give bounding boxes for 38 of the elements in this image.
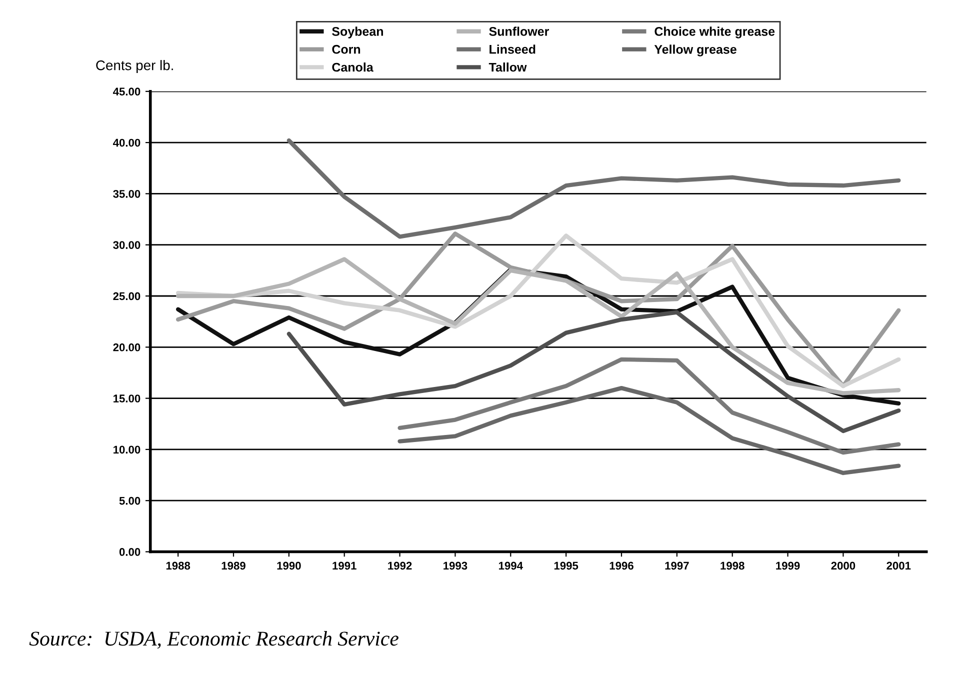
- legend-label: Linseed: [490, 44, 536, 54]
- line-series: [398, 357, 901, 455]
- legend-label: Yellow grease: [654, 44, 736, 56]
- x-tick-label: 1992: [388, 562, 412, 570]
- legend-label: Corn: [332, 44, 360, 54]
- legend-label: Sunflower: [489, 26, 549, 36]
- y-tick-label: 40.00: [112, 138, 140, 147]
- x-tick-label: 1998: [720, 562, 744, 570]
- x-tick-label: 1988: [166, 562, 190, 570]
- x-tick-label: 1999: [776, 562, 800, 570]
- x-tick-label: 1995: [554, 562, 578, 570]
- x-tick-label: 1994: [498, 562, 523, 570]
- line-series: [286, 310, 901, 434]
- x-tick-label: 2001: [886, 562, 911, 570]
- x-tick-label: 1991: [332, 562, 356, 570]
- x-tick-label: 1993: [444, 562, 468, 570]
- y-tick-label: 25.00: [113, 292, 140, 300]
- y-tick-label: 0.00: [119, 548, 140, 556]
- x-tick-label: 1997: [665, 562, 689, 570]
- x-tick-label: 1990: [277, 562, 301, 570]
- y-tick-label: 20.00: [113, 343, 140, 352]
- legend-label: Canola: [332, 62, 374, 72]
- y-tick-label: 30.00: [113, 241, 140, 249]
- x-tick-label: 1996: [610, 562, 634, 570]
- x-tick-label: 2000: [831, 562, 856, 570]
- x-tick-label: 1989: [222, 562, 246, 570]
- y-tick-label: 45.00: [112, 88, 140, 96]
- legend-label: Choice white grease: [654, 26, 775, 38]
- y-tick-label: 5.00: [119, 496, 140, 505]
- y-axis-title: Cents per lb.: [96, 60, 173, 73]
- source-note: Source: USDA, Economic Research Service: [29, 631, 398, 649]
- legend-label: Soybean: [332, 26, 383, 38]
- y-tick-label: 35.00: [113, 190, 140, 198]
- line-series: [286, 138, 901, 239]
- y-tick-label: 10.00: [114, 446, 140, 454]
- line-series: [398, 386, 901, 476]
- legend-label: Tallow: [488, 62, 527, 72]
- y-tick-label: 15.00: [114, 394, 140, 402]
